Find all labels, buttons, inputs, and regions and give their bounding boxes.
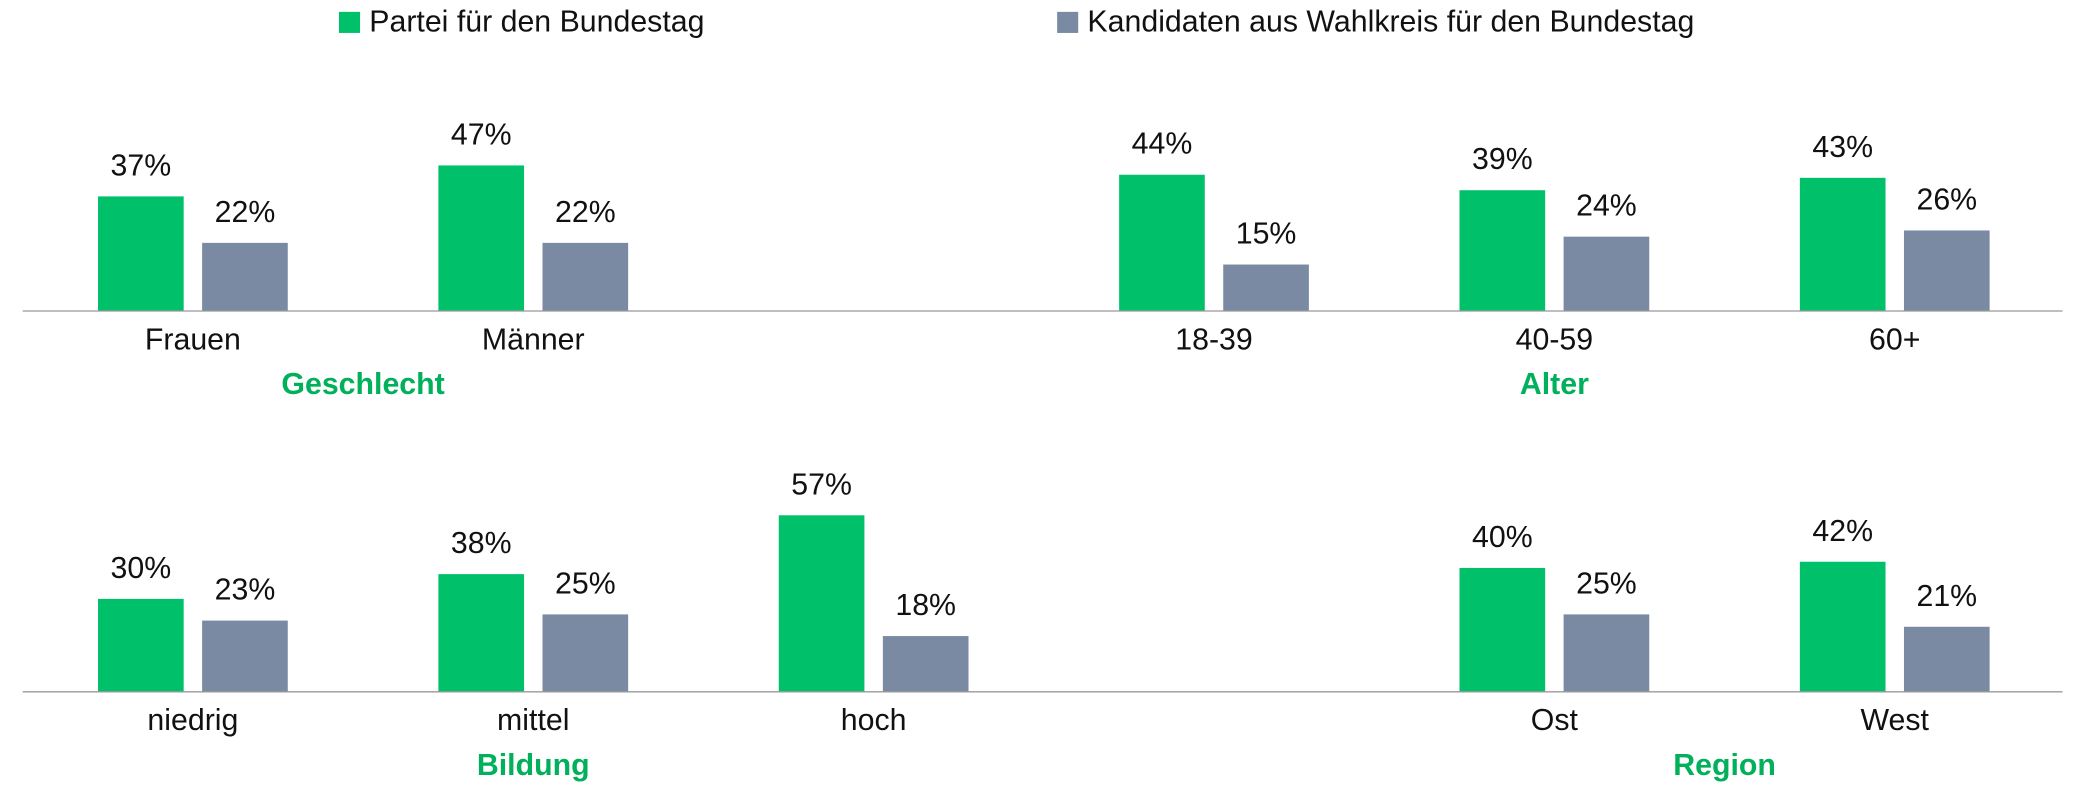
- data-label: 18%: [895, 589, 956, 622]
- group-label: Region: [1673, 749, 1776, 782]
- bar: [438, 165, 525, 311]
- data-label: 30%: [111, 552, 172, 585]
- group-label: Bildung: [477, 749, 590, 782]
- data-label: 37%: [111, 149, 172, 182]
- group-label: Geschlecht: [281, 368, 444, 401]
- bar: [1223, 264, 1309, 311]
- bar: [1563, 236, 1650, 311]
- data-label: 47%: [451, 118, 512, 151]
- bar: [1799, 561, 1886, 692]
- bar: [882, 636, 969, 692]
- x-tick-label: 18-39: [1175, 323, 1253, 356]
- legend-swatch: [338, 11, 361, 33]
- data-label: 23%: [215, 574, 276, 607]
- bar: [542, 614, 629, 692]
- bar: [1563, 614, 1650, 692]
- bar: [1459, 190, 1546, 311]
- bar: [778, 515, 865, 692]
- data-label: 42%: [1812, 515, 1873, 548]
- x-tick-label: West: [1861, 704, 1930, 737]
- bar: [202, 242, 288, 311]
- data-label: 43%: [1812, 131, 1873, 164]
- data-label: 57%: [791, 468, 852, 501]
- bar: [202, 620, 288, 692]
- legend-label: Partei für den Bundestag: [369, 6, 704, 39]
- legend-label: Kandidaten aus Wahlkreis für den Bundest…: [1087, 6, 1694, 39]
- data-label: 25%: [555, 567, 616, 600]
- x-tick-label: Männer: [482, 323, 585, 356]
- data-label: 15%: [1236, 218, 1297, 251]
- data-label: 22%: [215, 196, 276, 229]
- bar: [1459, 567, 1546, 692]
- data-label: 38%: [451, 527, 512, 560]
- data-label: 24%: [1576, 190, 1637, 223]
- bar: [1903, 626, 1990, 692]
- x-tick-label: Ost: [1531, 704, 1579, 737]
- bar: [1119, 174, 1205, 311]
- data-label: 21%: [1916, 580, 1977, 613]
- bar: [542, 242, 629, 311]
- data-label: 25%: [1576, 567, 1637, 600]
- bar: [98, 196, 184, 311]
- data-label: 40%: [1472, 521, 1533, 554]
- data-label: 39%: [1472, 143, 1533, 176]
- x-tick-label: niedrig: [147, 704, 238, 737]
- legend-swatch: [1057, 11, 1079, 33]
- bar: [438, 574, 525, 692]
- data-label: 22%: [555, 196, 616, 229]
- data-label: 44%: [1132, 128, 1193, 161]
- group-label: Alter: [1520, 368, 1589, 401]
- x-tick-label: mittel: [497, 704, 569, 737]
- data-label: 26%: [1916, 183, 1977, 216]
- x-tick-label: 60+: [1869, 323, 1920, 356]
- x-tick-label: 40-59: [1516, 323, 1594, 356]
- bar: [1903, 230, 1990, 311]
- x-tick-label: Frauen: [145, 323, 241, 356]
- bar: [98, 598, 184, 692]
- x-tick-label: hoch: [841, 704, 907, 737]
- bar: [1799, 177, 1886, 311]
